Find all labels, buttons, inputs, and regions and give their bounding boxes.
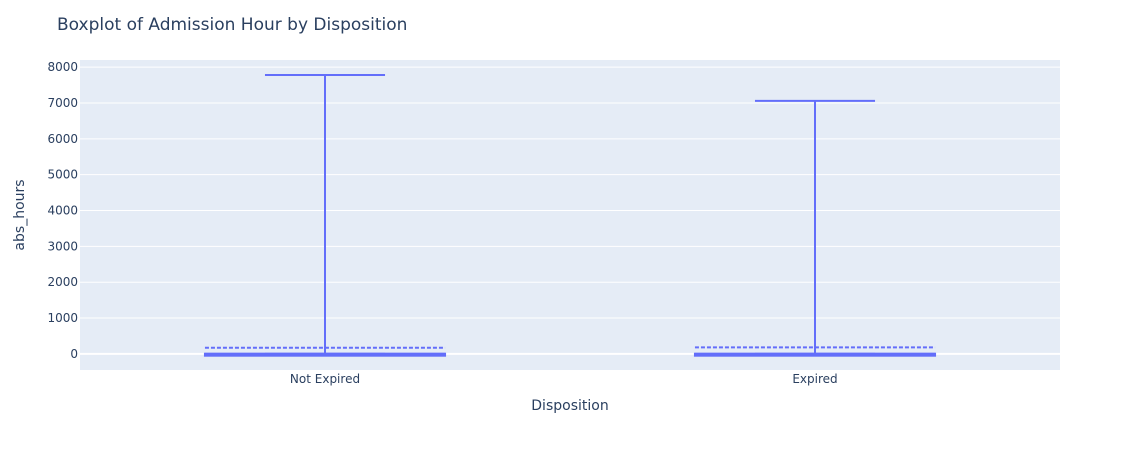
y-axis-title: abs_hours bbox=[12, 179, 28, 250]
y-tick-label: 8000 bbox=[47, 60, 78, 74]
plot-area bbox=[80, 60, 1060, 370]
box-not-expired[interactable] bbox=[203, 74, 447, 357]
chart-title: Boxplot of Admission Hour by Disposition bbox=[57, 15, 407, 35]
box-expired[interactable] bbox=[693, 99, 937, 357]
y-axis-ticks: 0 1000 2000 3000 4000 5000 6000 7000 8000 bbox=[47, 60, 78, 361]
y-tick-label: 7000 bbox=[47, 96, 78, 110]
y-tick-label: 1000 bbox=[47, 311, 78, 325]
y-tick-label: 3000 bbox=[47, 239, 78, 253]
y-tick-label: 2000 bbox=[47, 275, 78, 289]
box-series[interactable] bbox=[203, 74, 937, 357]
x-tick-label: Expired bbox=[792, 372, 837, 386]
y-tick-label: 4000 bbox=[47, 204, 78, 218]
x-tick-label: Not Expired bbox=[290, 372, 360, 386]
x-axis-ticks: Not Expired Expired bbox=[290, 372, 838, 386]
y-tick-label: 6000 bbox=[47, 132, 78, 146]
y-tick-label: 5000 bbox=[47, 168, 78, 182]
y-tick-label: 0 bbox=[70, 347, 78, 361]
x-axis-title: Disposition bbox=[531, 398, 608, 414]
